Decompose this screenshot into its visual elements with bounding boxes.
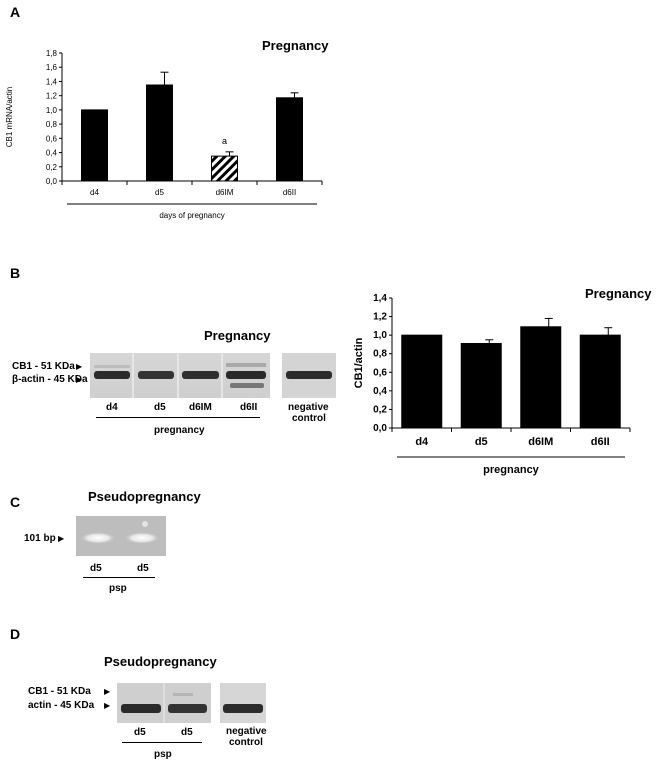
band-label-101bp: 101 bp bbox=[24, 533, 56, 544]
y-tick-label: 0,4 bbox=[46, 149, 58, 158]
bar bbox=[276, 97, 303, 182]
lane-label: d5 bbox=[90, 563, 102, 574]
y-axis-label: CB1 mRNA/actin bbox=[5, 87, 14, 147]
negative-control-blot-image bbox=[282, 353, 336, 398]
band-label-cb1: CB1 - 51 KDa bbox=[12, 361, 75, 372]
bar bbox=[211, 155, 238, 182]
group-underline bbox=[96, 417, 260, 418]
arrow-icon: ▶ bbox=[104, 687, 111, 696]
arrow-icon: ▶ bbox=[58, 534, 65, 543]
x-tick-label: d5 bbox=[155, 188, 164, 197]
panel-a-bar-chart: 0,0 0,2 0,4 0,6 0,8 1,0 1,2 1,4 1,6 1,8 d4 d5 d6IM d6… bbox=[5, 49, 323, 220]
band-label-actin: β-actin - 45 KDa bbox=[12, 374, 88, 385]
band-label-actin: actin - 45 KDa bbox=[28, 700, 95, 711]
panel-c-title: Pseudopregnancy bbox=[88, 489, 201, 504]
y-tick-label: 1,2 bbox=[46, 92, 58, 101]
y-tick-label: 0,8 bbox=[46, 120, 58, 129]
pcr-gel-image bbox=[76, 516, 166, 556]
x-tick-label: d5 bbox=[475, 436, 488, 448]
control-label: negative bbox=[226, 726, 267, 737]
y-tick-label: 1,4 bbox=[373, 293, 387, 304]
bar bbox=[460, 343, 502, 429]
group-label: pregnancy bbox=[154, 425, 205, 436]
panel-letter-c: C bbox=[10, 494, 21, 510]
y-tick-label: 1,4 bbox=[46, 77, 58, 86]
lane-label: d5 bbox=[134, 727, 146, 738]
bar bbox=[520, 326, 562, 429]
y-tick-label: 0,2 bbox=[373, 404, 387, 415]
lane-label: d5 bbox=[154, 402, 166, 413]
bar bbox=[579, 334, 621, 429]
control-label: control bbox=[229, 737, 263, 748]
arrow-icon: ▶ bbox=[76, 362, 83, 371]
bar bbox=[81, 109, 108, 182]
negative-control-blot-image bbox=[220, 683, 266, 723]
y-tick-label: 1,0 bbox=[46, 106, 58, 115]
control-label: control bbox=[292, 413, 326, 424]
y-tick-label: 0,4 bbox=[373, 386, 387, 397]
control-label: negative bbox=[288, 402, 329, 413]
y-tick-label: 0,8 bbox=[373, 349, 387, 360]
y-tick-label: 1,8 bbox=[46, 49, 58, 58]
panel-b-chart-title: Pregnancy bbox=[585, 286, 652, 301]
panel-d-title: Pseudopregnancy bbox=[104, 654, 217, 669]
y-tick-label: 0,6 bbox=[373, 367, 387, 378]
x-tick-label: d4 bbox=[415, 436, 429, 448]
panel-letter-b: B bbox=[10, 265, 21, 281]
x-axis-label: pregnancy bbox=[483, 464, 540, 476]
arrow-icon: ▶ bbox=[104, 701, 111, 710]
y-tick-label: 0,0 bbox=[373, 423, 387, 434]
y-tick-label: 0,6 bbox=[46, 134, 58, 143]
y-tick-label: 1,2 bbox=[373, 312, 387, 323]
significance-label: a bbox=[222, 136, 227, 146]
band-label-cb1: CB1 - 51 KDa bbox=[28, 686, 91, 697]
y-tick-label: 0,2 bbox=[46, 163, 58, 172]
x-tick-label: d6IM bbox=[216, 188, 234, 197]
x-tick-label: d4 bbox=[90, 188, 99, 197]
panel-b-blot-title: Pregnancy bbox=[204, 328, 271, 343]
western-blot-image bbox=[90, 353, 270, 398]
bar bbox=[146, 84, 173, 182]
western-blot-image bbox=[117, 683, 211, 723]
panel-letter-d: D bbox=[10, 626, 21, 642]
x-tick-label: d6IM bbox=[528, 436, 553, 448]
panel-a-title: Pregnancy bbox=[262, 38, 329, 53]
lane-label: d5 bbox=[181, 727, 193, 738]
group-underline bbox=[122, 742, 202, 743]
panel-b-bar-chart: 0,0 0,2 0,4 0,6 0,8 1,0 1,2 1,4 d4 d5 d6IM d6II preg… bbox=[353, 293, 631, 476]
lane-label: d4 bbox=[106, 402, 118, 413]
lane-label: d6IM bbox=[189, 402, 212, 413]
x-tick-label: d6II bbox=[591, 436, 610, 448]
x-axis-label: days of pregnancy bbox=[159, 211, 224, 220]
group-label: psp bbox=[154, 749, 172, 760]
y-tick-label: 0,0 bbox=[46, 177, 58, 186]
y-tick-label: 1,0 bbox=[373, 330, 387, 341]
y-tick-label: 1,6 bbox=[46, 63, 58, 72]
bar bbox=[401, 334, 443, 429]
arrow-icon: ▶ bbox=[76, 375, 83, 384]
panel-letter-a: A bbox=[10, 4, 21, 20]
group-label: psp bbox=[109, 583, 127, 594]
y-axis-label: CB1/actin bbox=[353, 337, 365, 388]
x-tick-label: d6II bbox=[283, 188, 296, 197]
group-underline bbox=[83, 577, 155, 578]
lane-label: d5 bbox=[137, 563, 149, 574]
lane-label: d6II bbox=[240, 402, 258, 413]
